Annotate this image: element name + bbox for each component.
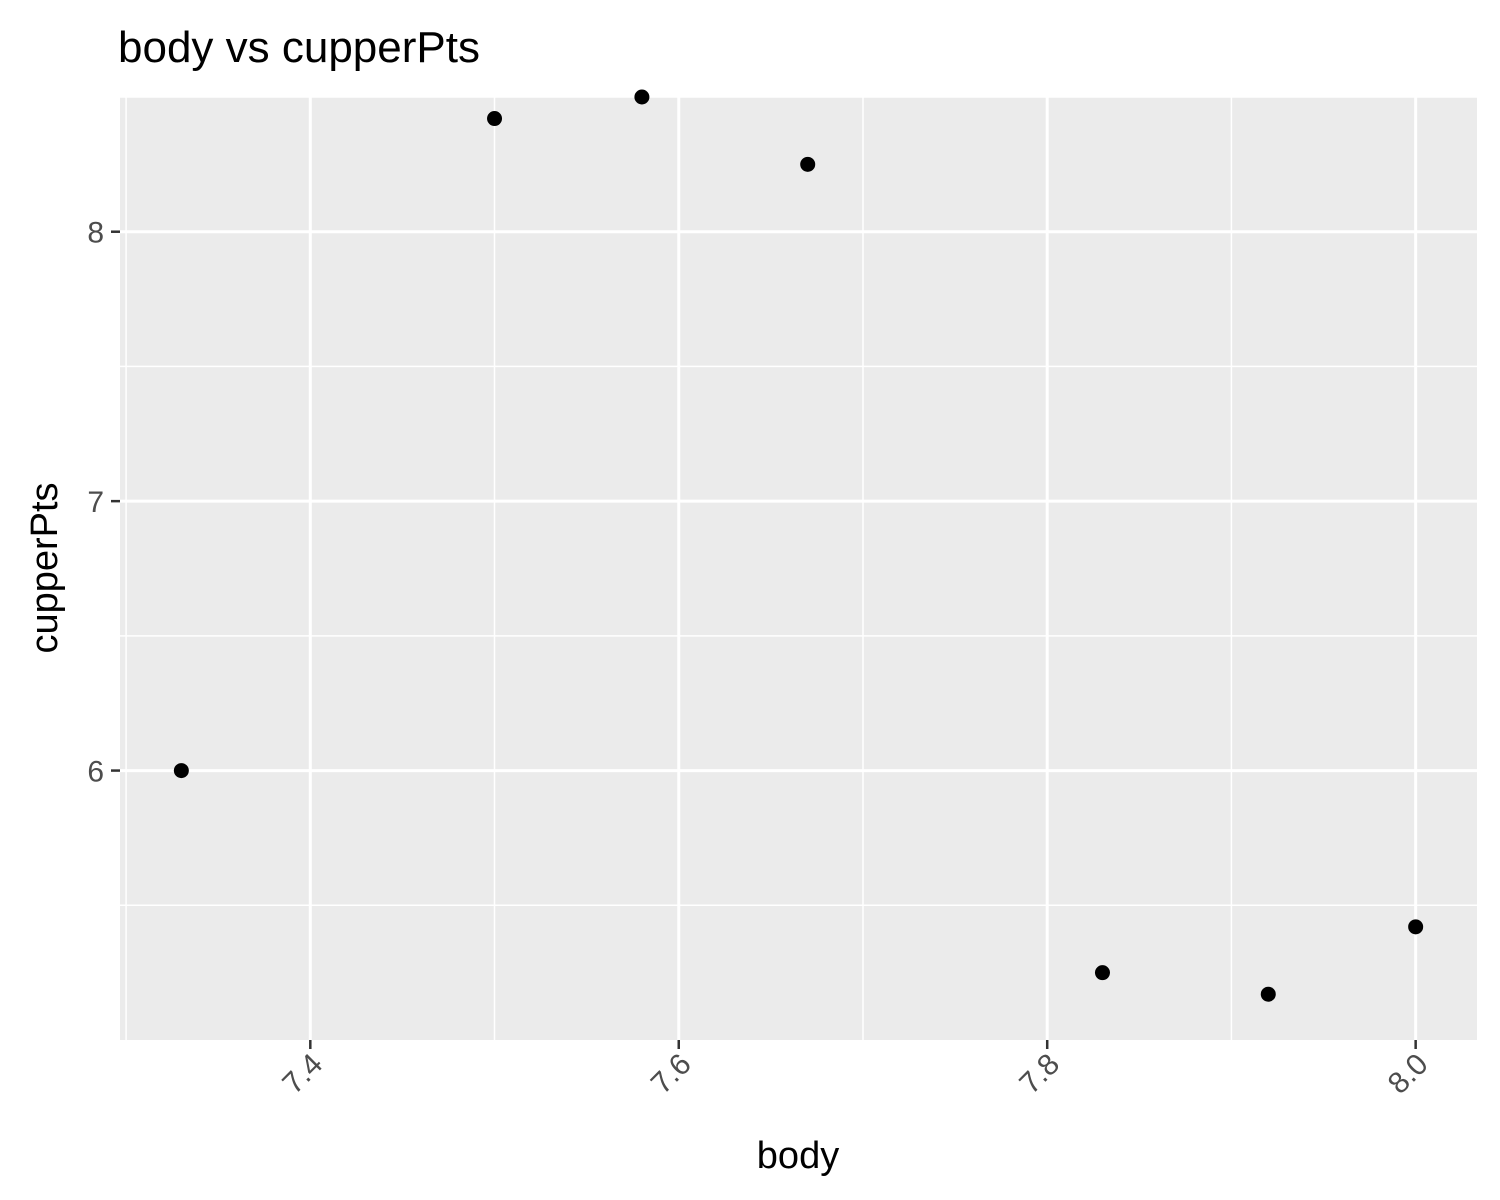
- data-point: [800, 156, 816, 172]
- x-axis: 7.4 7.6 7.8 8.0: [276, 1040, 1435, 1101]
- data-points: [173, 89, 1424, 1002]
- x-tick-label: 7.8: [1013, 1048, 1066, 1101]
- x-axis-title: body: [757, 1135, 839, 1177]
- minor-gridlines: [120, 96, 1477, 1040]
- y-tick-label: 6: [87, 756, 104, 789]
- y-axis-title: cupperPts: [24, 482, 66, 653]
- y-tick-label: 8: [87, 217, 104, 250]
- x-tick-label: 7.4: [276, 1048, 329, 1101]
- chart-title: body vs cupperPts: [118, 23, 480, 72]
- data-point: [173, 763, 189, 779]
- data-point: [1094, 965, 1110, 981]
- data-point: [1260, 986, 1276, 1002]
- x-tick-label: 8.0: [1382, 1048, 1435, 1101]
- y-axis: 6 7 8: [87, 217, 120, 789]
- data-point: [1408, 919, 1424, 935]
- x-tick-label: 7.6: [645, 1048, 698, 1101]
- major-gridlines: [120, 97, 1477, 1040]
- data-point: [634, 89, 650, 105]
- y-tick-label: 7: [87, 486, 104, 519]
- data-point: [487, 111, 503, 127]
- plot-panel: [120, 97, 1477, 1040]
